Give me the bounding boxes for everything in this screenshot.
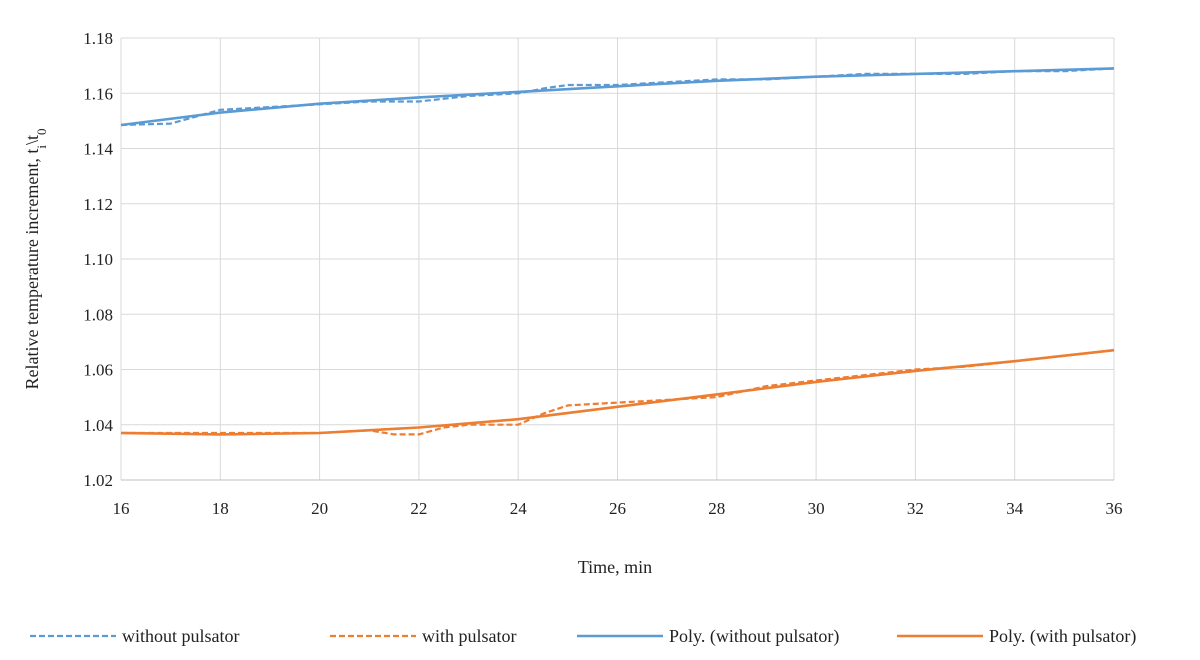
y-axis-tick-labels: 1.02 1.04 1.06 1.08 1.10 1.12 1.14 1.16 1.18	[83, 29, 113, 490]
x-tick-label: 34	[1006, 499, 1024, 518]
x-tick-label: 24	[510, 499, 528, 518]
legend-label: Poly. (with pulsator)	[989, 626, 1136, 647]
y-tick-label: 1.06	[83, 361, 113, 380]
series-line	[121, 349, 1115, 436]
y-axis-title: Relative temperature increment, ti\t0	[22, 128, 49, 389]
x-tick-label: 16	[113, 499, 130, 518]
x-tick-label: 20	[311, 499, 328, 518]
y-tick-label: 1.14	[83, 140, 113, 159]
x-tick-label: 22	[410, 499, 427, 518]
legend-label: Poly. (without pulsator)	[669, 626, 839, 647]
y-axis-title-mid: \t	[22, 135, 42, 145]
y-axis-title-sub1: i	[34, 145, 49, 149]
series-lines	[120, 67, 1115, 436]
legend-label: without pulsator	[122, 626, 240, 646]
x-tick-label: 26	[609, 499, 626, 518]
x-tick-label: 32	[907, 499, 924, 518]
y-axis-title-sub2: 0	[34, 128, 49, 135]
y-tick-label: 1.08	[83, 305, 113, 324]
y-tick-label: 1.16	[83, 84, 113, 103]
y-tick-label: 1.12	[83, 195, 113, 214]
x-axis-title: Time, min	[578, 557, 652, 577]
x-axis-tick-labels: 16 18 20 22 24 26 28 30 32 34 36	[113, 499, 1123, 518]
x-tick-label: 28	[708, 499, 725, 518]
y-tick-label: 1.18	[83, 29, 113, 48]
y-axis-title-main: Relative temperature increment, t	[22, 149, 42, 390]
y-tick-label: 1.04	[83, 416, 113, 435]
x-tick-label: 18	[212, 499, 229, 518]
y-tick-label: 1.02	[83, 471, 113, 490]
legend-label: with pulsator	[422, 626, 517, 646]
x-tick-label: 36	[1106, 499, 1123, 518]
series-line	[120, 67, 1115, 127]
x-tick-label: 30	[808, 499, 825, 518]
y-tick-label: 1.10	[83, 250, 113, 269]
legend: without pulsator with pulsator Poly. (with…	[30, 626, 1136, 647]
horizontal-gridlines	[121, 37, 1114, 481]
